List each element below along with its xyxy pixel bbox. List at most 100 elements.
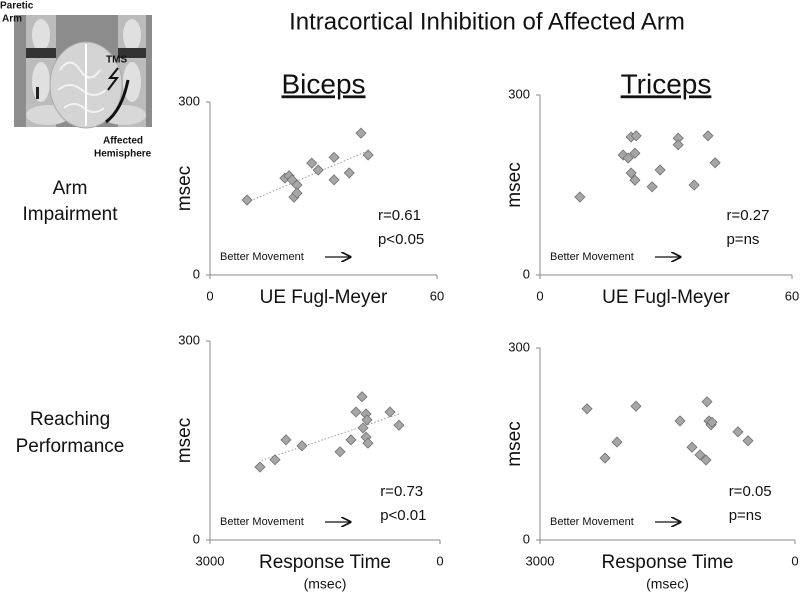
inset-label: Affected xyxy=(103,136,143,147)
point xyxy=(646,181,658,193)
arrow-label: Better Movement xyxy=(220,251,304,263)
point xyxy=(306,157,318,169)
point xyxy=(269,454,281,466)
annotation: p<0.05 xyxy=(378,231,424,248)
point xyxy=(702,130,714,142)
x-tick-label: 0 xyxy=(206,288,213,303)
point xyxy=(701,396,713,408)
x-axis-note: (msec) xyxy=(304,576,347,592)
point xyxy=(350,406,362,418)
annotation: r=0.73 xyxy=(380,483,423,500)
inset-label: Paretic xyxy=(0,1,34,12)
row-label: Impairment xyxy=(22,204,118,225)
point xyxy=(241,194,253,206)
x-tick-label: 60 xyxy=(430,288,444,303)
x-tick-label: 3000 xyxy=(196,553,225,568)
x-tick-label: 3000 xyxy=(526,553,555,568)
arrow-label: Better Movement xyxy=(550,516,634,528)
point xyxy=(254,461,266,473)
chart-title: Triceps xyxy=(621,68,712,99)
x-tick-label: 60 xyxy=(785,288,799,303)
row-label: Reaching xyxy=(30,409,110,430)
y-tick-label: 300 xyxy=(508,339,530,354)
point xyxy=(622,152,634,164)
inset-label: TMS xyxy=(106,55,127,66)
point xyxy=(599,452,611,464)
point xyxy=(361,414,373,426)
y-tick-label: 0 xyxy=(193,266,200,281)
point xyxy=(581,403,593,415)
arrow-label: Better Movement xyxy=(220,516,304,528)
y-tick-label: 300 xyxy=(178,332,200,347)
x-tick-label: 0 xyxy=(791,553,798,568)
point xyxy=(630,400,642,412)
x-axis-label: UE Fugl-Meyer xyxy=(260,287,388,308)
y-axis-label: msec xyxy=(174,418,195,463)
trend-line xyxy=(259,413,400,462)
point xyxy=(384,406,396,418)
point xyxy=(629,147,641,159)
point xyxy=(393,419,405,431)
point xyxy=(356,391,368,403)
x-axis-label: Response Time xyxy=(259,552,391,573)
row-label: Arm xyxy=(53,178,88,199)
annotation: p=ns xyxy=(729,507,762,524)
point xyxy=(706,416,718,428)
chart-title: Biceps xyxy=(281,68,365,99)
point xyxy=(312,164,324,176)
inset-label: Arm xyxy=(2,14,22,25)
annotation: r=0.61 xyxy=(378,207,421,224)
annotation: r=0.05 xyxy=(729,483,772,500)
x-axis-label: UE Fugl-Meyer xyxy=(602,287,730,308)
annotation: p=ns xyxy=(726,231,759,248)
inset-label: Hemisphere xyxy=(94,149,152,160)
point xyxy=(334,446,346,458)
x-axis-note: (msec) xyxy=(646,576,689,592)
point xyxy=(688,179,700,191)
y-tick-label: 300 xyxy=(508,86,530,101)
figure-title: Intracortical Inhibition of Affected Arm xyxy=(289,8,685,35)
y-tick-label: 0 xyxy=(193,531,200,546)
point xyxy=(343,167,355,179)
x-axis-label: Response Time xyxy=(601,552,733,573)
point xyxy=(291,187,303,199)
point xyxy=(357,422,369,434)
x-tick-label: 0 xyxy=(436,553,443,568)
y-axis-label: msec xyxy=(504,162,525,207)
point xyxy=(694,449,706,461)
y-axis-label: msec xyxy=(174,166,195,211)
annotation: r=0.27 xyxy=(726,207,769,224)
point xyxy=(355,127,367,139)
y-tick-label: 0 xyxy=(523,531,530,546)
inset-diagram: Paretic Arm TMS Affected Hemisphere xyxy=(0,1,152,160)
point xyxy=(672,139,684,151)
point xyxy=(362,149,374,161)
point xyxy=(362,437,374,449)
y-tick-label: 0 xyxy=(523,266,530,281)
point xyxy=(625,167,637,179)
point xyxy=(629,174,641,186)
point xyxy=(280,434,292,446)
point xyxy=(611,436,623,448)
point xyxy=(732,426,744,438)
point xyxy=(328,151,340,163)
point xyxy=(296,440,308,452)
row-label: Performance xyxy=(16,436,125,457)
arrow-label: Better Movement xyxy=(550,251,634,263)
point xyxy=(654,164,666,176)
point xyxy=(742,435,754,447)
point xyxy=(709,157,721,169)
point xyxy=(345,434,357,446)
point xyxy=(630,130,642,142)
y-tick-label: 300 xyxy=(178,93,200,108)
point xyxy=(686,441,698,453)
point xyxy=(328,174,340,186)
point xyxy=(674,415,686,427)
annotation: p<0.01 xyxy=(380,507,426,524)
y-axis-label: msec xyxy=(504,421,525,466)
x-tick-label: 0 xyxy=(536,288,543,303)
point xyxy=(574,191,586,203)
trend-line xyxy=(246,150,369,203)
point xyxy=(700,454,712,466)
